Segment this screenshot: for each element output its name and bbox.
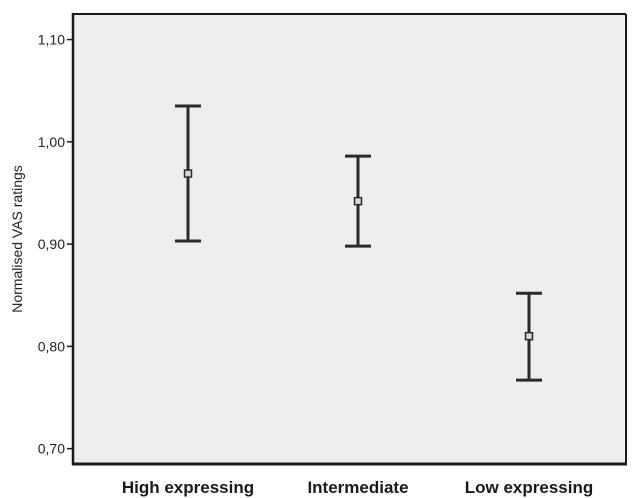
mean-marker (524, 331, 534, 341)
y-axis: 0,70 0,80 0,90 1,00 1,10 (38, 32, 73, 457)
y-tick-label: 1,00 (38, 134, 65, 150)
error-bars (175, 104, 542, 382)
x-category-label: Low expressing (465, 478, 593, 497)
y-tick-label: 1,10 (38, 32, 65, 48)
y-axis-title: Normalised VAS ratings (9, 165, 25, 313)
y-tick-label: 0,90 (38, 236, 65, 252)
mean-marker (353, 196, 363, 206)
y-tick-label: 0,80 (38, 338, 65, 354)
plot-background (73, 14, 626, 464)
x-category-label: Intermediate (307, 478, 408, 497)
x-axis: High expressing Intermediate Low expressin… (122, 478, 593, 497)
x-category-label: High expressing (122, 478, 254, 497)
y-tick-label: 0,70 (38, 441, 65, 457)
mean-marker (183, 169, 193, 178)
